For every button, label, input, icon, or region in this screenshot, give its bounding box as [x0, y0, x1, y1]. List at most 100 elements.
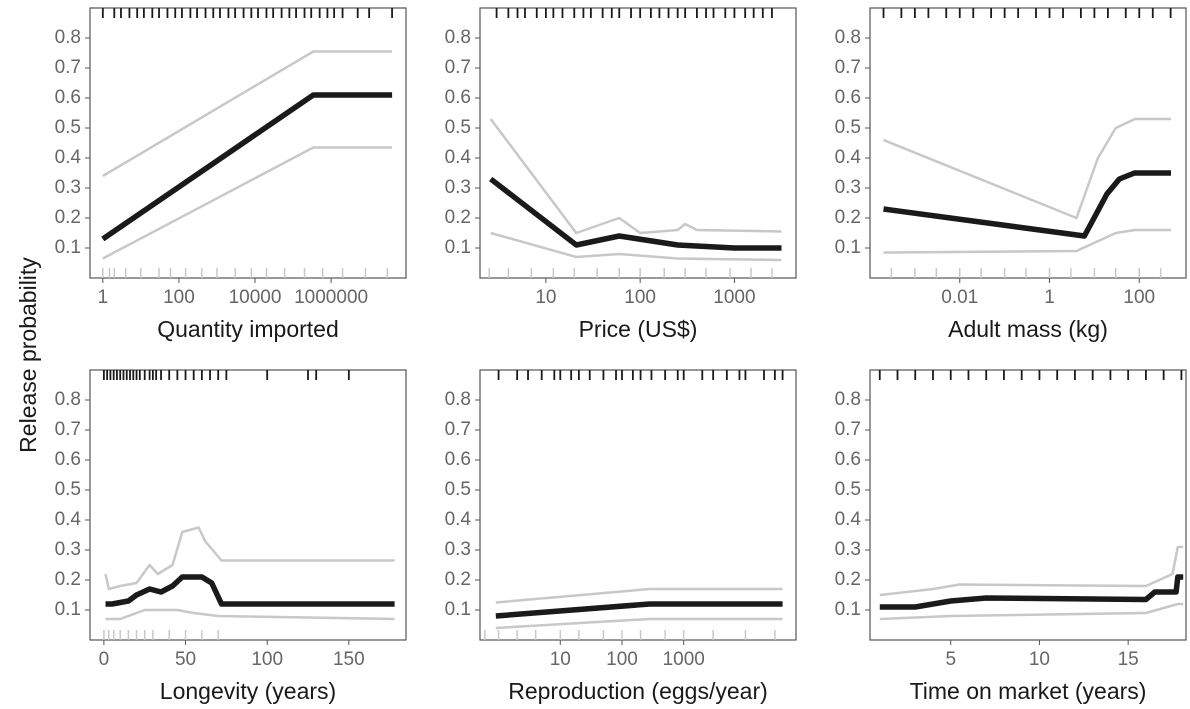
- y-tick-label: 0.3: [445, 177, 471, 198]
- series-line: [105, 574, 395, 607]
- x-tick-label: 100: [163, 287, 195, 308]
- y-tick-label: 0.5: [55, 479, 81, 500]
- series-line: [879, 545, 1184, 597]
- series-line: [490, 231, 782, 262]
- series-line: [495, 601, 783, 619]
- panel-border: [89, 7, 407, 279]
- y-tick-label: 0.7: [445, 57, 471, 78]
- series-line: [489, 176, 782, 251]
- y-tick-label: 0.3: [445, 539, 471, 560]
- series-line: [495, 617, 783, 630]
- y-tick-label: 0.8: [835, 27, 861, 48]
- x-tick-label: 1000000: [294, 287, 368, 308]
- x-tick-label: 10000: [229, 287, 282, 308]
- panel-border: [869, 7, 1187, 279]
- series-line: [883, 228, 1171, 254]
- y-tick-label: 0.5: [835, 479, 861, 500]
- series-line: [101, 92, 393, 242]
- y-tick-label: 0.7: [55, 419, 81, 440]
- x-tick-label: 1: [98, 287, 109, 308]
- series-line: [879, 602, 1184, 621]
- series-line: [495, 587, 783, 604]
- y-tick-label: 0.7: [835, 419, 861, 440]
- y-tick-label: 0.6: [55, 87, 81, 108]
- y-tick-label: 0.5: [835, 117, 861, 138]
- y-tick-label: 0.4: [835, 509, 862, 530]
- x-tick-label: 5: [945, 649, 956, 670]
- y-tick-label: 0.3: [835, 177, 861, 198]
- series-line: [879, 574, 1184, 610]
- y-tick-label: 0.4: [445, 147, 472, 168]
- y-tick-label: 0.4: [55, 147, 82, 168]
- panel-border: [89, 369, 407, 641]
- x-tick-label: 0: [99, 649, 110, 670]
- y-tick-label: 0.5: [55, 117, 81, 138]
- series-line: [883, 170, 1171, 239]
- series-line: [102, 146, 393, 260]
- y-tick-label: 0.2: [835, 569, 861, 590]
- y-tick-label: 0.7: [835, 57, 861, 78]
- y-tick-label: 0.7: [55, 57, 81, 78]
- y-tick-label: 0.2: [55, 207, 81, 228]
- x-tick-label: 100: [1123, 287, 1155, 308]
- panel-border: [869, 369, 1187, 641]
- x-tick-label: 150: [333, 649, 365, 670]
- y-tick-label: 0.1: [835, 237, 861, 258]
- x-tick-label: 50: [175, 649, 196, 670]
- x-axis-title: Time on market (years): [910, 678, 1147, 704]
- series-line: [489, 118, 782, 235]
- panel-border: [479, 7, 797, 279]
- x-tick-label: 100: [251, 649, 283, 670]
- y-tick-label: 0.1: [445, 599, 471, 620]
- y-tick-label: 0.3: [55, 539, 81, 560]
- y-tick-label: 0.2: [835, 207, 861, 228]
- x-tick-label: 1: [1044, 287, 1055, 308]
- y-tick-label: 0.6: [445, 87, 471, 108]
- y-tick-label: 0.1: [55, 237, 81, 258]
- y-tick-label: 0.2: [445, 569, 471, 590]
- series-line: [102, 50, 393, 178]
- x-tick-label: 10: [535, 287, 556, 308]
- y-tick-label: 0.1: [55, 599, 81, 620]
- y-tick-label: 0.1: [445, 237, 471, 258]
- panel: 0.1 0.2 0.3 0.4 0.5 0.6 0.7 0.8 0 50 100 150 Longevi…: [55, 369, 407, 704]
- y-tick-label: 0.6: [445, 449, 471, 470]
- series-line: [883, 117, 1171, 220]
- x-tick-label: 10: [550, 649, 571, 670]
- y-tick-label: 0.8: [55, 389, 81, 410]
- x-tick-label: 1000: [713, 287, 755, 308]
- y-tick-label: 0.7: [445, 419, 471, 440]
- y-tick-label: 0.2: [445, 207, 471, 228]
- panel: 0.1 0.2 0.3 0.4 0.5 0.6 0.7 0.8 10 100 1000 Price (…: [445, 7, 797, 342]
- x-axis-title: Longevity (years): [160, 678, 336, 704]
- x-tick-label: 100: [624, 287, 656, 308]
- y-tick-label: 0.4: [55, 509, 82, 530]
- x-axis-title: Quantity imported: [157, 316, 339, 342]
- y-tick-label: 0.8: [55, 27, 81, 48]
- y-tick-label: 0.4: [835, 147, 862, 168]
- y-tick-label: 0.8: [835, 389, 861, 410]
- y-tick-label: 0.6: [835, 449, 861, 470]
- x-tick-label: 0.01: [941, 287, 978, 308]
- x-axis-title: Reproduction (eggs/year): [508, 678, 768, 704]
- y-tick-label: 0.5: [445, 117, 471, 138]
- y-tick-label: 0.3: [835, 539, 861, 560]
- y-tick-label: 0.1: [835, 599, 861, 620]
- y-tick-label: 0.2: [55, 569, 81, 590]
- panel-border: [479, 369, 797, 641]
- y-tick-label: 0.4: [445, 509, 472, 530]
- series-line: [104, 526, 395, 591]
- y-tick-label: 0.3: [55, 177, 81, 198]
- x-tick-label: 1000: [663, 649, 705, 670]
- panel: 0.1 0.2 0.3 0.4 0.5 0.6 0.7 0.8 10 100 1000 Reprodu…: [445, 369, 797, 704]
- panel: 0.1 0.2 0.3 0.4 0.5 0.6 0.7 0.8 1 100 10000 1000000…: [55, 7, 407, 342]
- y-tick-label: 0.5: [445, 479, 471, 500]
- series-line: [105, 608, 395, 621]
- x-tick-label: 15: [1118, 649, 1139, 670]
- y-tick-label: 0.8: [445, 27, 471, 48]
- x-tick-label: 100: [606, 649, 638, 670]
- x-axis-title: Price (US$): [579, 316, 698, 342]
- x-axis-title: Adult mass (kg): [948, 316, 1108, 342]
- panel: 0.1 0.2 0.3 0.4 0.5 0.6 0.7 0.8 0.01 1 100 Adult ma…: [835, 7, 1187, 342]
